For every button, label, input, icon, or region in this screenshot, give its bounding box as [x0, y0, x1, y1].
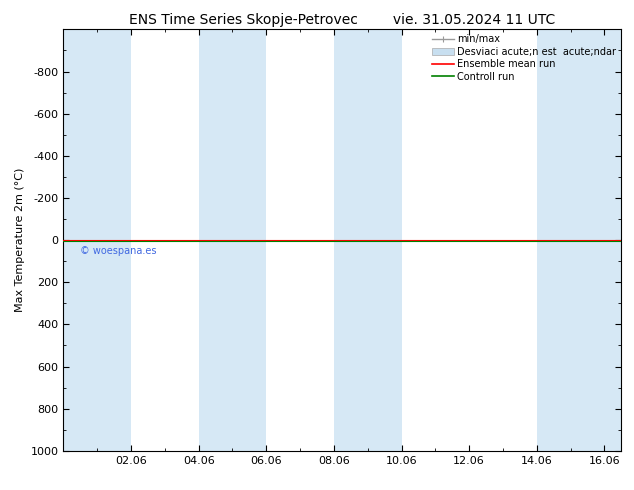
Legend: min/max, Desviaci acute;n est  acute;ndar, Ensemble mean run, Controll run: min/max, Desviaci acute;n est acute;ndar…: [430, 32, 618, 83]
Bar: [198, 29, 266, 451]
Bar: [63, 29, 131, 451]
Text: © woespana.es: © woespana.es: [81, 246, 157, 256]
Y-axis label: Max Temperature 2m (°C): Max Temperature 2m (°C): [15, 168, 25, 312]
Title: ENS Time Series Skopje-Petrovec        vie. 31.05.2024 11 UTC: ENS Time Series Skopje-Petrovec vie. 31.…: [129, 13, 555, 27]
Bar: [334, 29, 401, 451]
Bar: [537, 29, 621, 451]
